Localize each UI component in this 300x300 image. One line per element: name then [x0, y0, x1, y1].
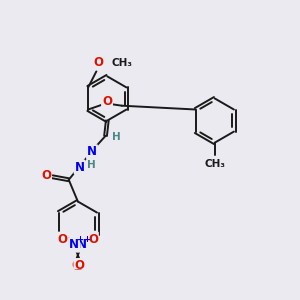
Text: O: O: [74, 259, 84, 272]
Text: CH₃: CH₃: [111, 58, 132, 68]
Text: O: O: [41, 169, 51, 182]
Text: O: O: [102, 95, 112, 108]
Text: O: O: [71, 259, 81, 272]
Text: CH₃: CH₃: [204, 158, 225, 169]
Text: ⁻: ⁻: [77, 267, 82, 277]
Text: O: O: [58, 232, 68, 246]
Text: H: H: [112, 132, 121, 142]
Text: O: O: [88, 232, 98, 246]
Text: ⁻: ⁻: [74, 267, 79, 277]
Text: +: +: [83, 235, 91, 244]
Text: N: N: [75, 160, 85, 174]
Text: H: H: [87, 160, 96, 170]
Text: +: +: [76, 235, 83, 244]
Text: N: N: [77, 238, 87, 251]
Text: O: O: [94, 56, 104, 70]
Text: N: N: [87, 145, 97, 158]
Text: N: N: [69, 238, 79, 251]
